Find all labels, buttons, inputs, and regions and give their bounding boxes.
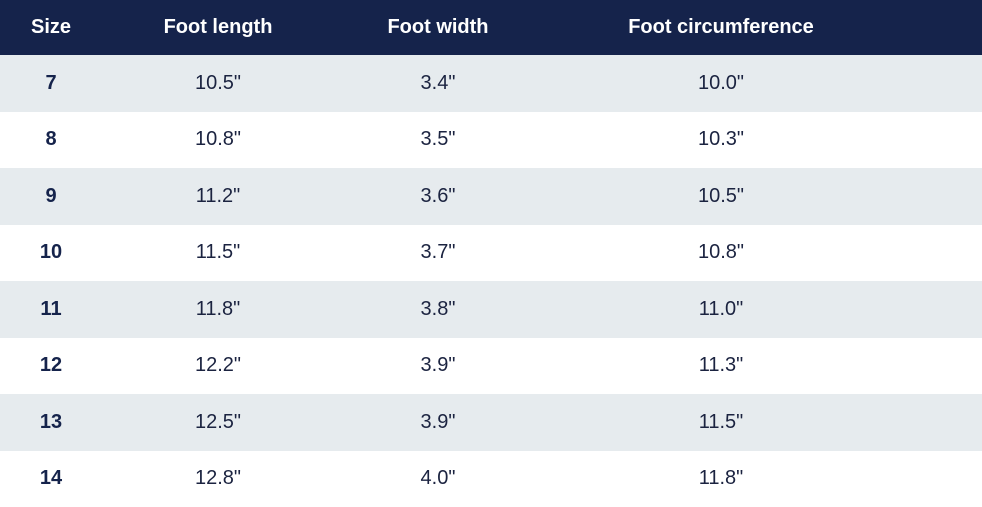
cell-size: 9 [45, 184, 57, 207]
cell-foot-circumference: 11.0" [698, 297, 744, 320]
header-foot-circumference: Foot circumference [628, 16, 814, 38]
table-row: 13 12.5" 3.9" 11.5" [0, 394, 982, 451]
cell-foot-length: 12.5" [194, 410, 242, 433]
table-row: 8 10.8" 3.5" 10.3" [0, 111, 982, 168]
table-row: 10 11.5" 3.7" 10.8" [0, 224, 982, 281]
header-size: Size [30, 16, 72, 38]
cell-foot-length: 11.5" [195, 241, 241, 264]
cell-foot-width: 4.0" [420, 467, 456, 490]
cell-size: 7 [45, 71, 57, 94]
cell-foot-length: 12.2" [194, 354, 242, 377]
cell-size: 11 [40, 297, 62, 320]
table-row: 11 11.8" 3.8" 11.0" [0, 281, 982, 338]
cell-size: 13 [39, 410, 63, 433]
header-foot-length: Foot length [163, 16, 273, 38]
cell-size: 8 [45, 128, 57, 151]
table-row: 7 10.5" 3.4" 10.0" [0, 55, 982, 112]
table-row: 12 12.2" 3.9" 11.3" [0, 337, 982, 394]
cell-foot-length: 11.2" [195, 184, 241, 207]
cell-foot-circumference: 10.8" [697, 241, 745, 264]
cell-foot-length: 10.5" [194, 71, 242, 94]
cell-foot-length: 10.8" [194, 128, 242, 151]
cell-foot-circumference: 10.5" [697, 184, 745, 207]
cell-foot-width: 3.6" [420, 184, 456, 207]
header-foot-width: Foot width [387, 16, 489, 38]
table-header-row: Size Foot length Foot width Foot circumf… [0, 0, 982, 55]
cell-size: 10 [39, 241, 63, 264]
cell-foot-circumference: 11.8" [698, 467, 744, 490]
cell-foot-length: 11.8" [195, 297, 241, 320]
cell-foot-width: 3.8" [420, 297, 456, 320]
cell-size: 14 [39, 467, 63, 490]
cell-foot-width: 3.4" [420, 71, 456, 94]
cell-foot-width: 3.9" [420, 354, 456, 377]
cell-foot-circumference: 10.3" [697, 128, 745, 151]
cell-foot-circumference: 11.5" [698, 410, 744, 433]
cell-foot-circumference: 10.0" [697, 71, 745, 94]
cell-foot-width: 3.7" [420, 241, 456, 264]
cell-foot-width: 3.5" [420, 128, 456, 151]
table-row: 9 11.2" 3.6" 10.5" [0, 168, 982, 225]
cell-foot-length: 12.8" [194, 467, 242, 490]
table-row: 14 12.8" 4.0" 11.8" [0, 450, 982, 507]
cell-foot-circumference: 11.3" [698, 354, 744, 377]
cell-size: 12 [39, 354, 63, 377]
cell-foot-width: 3.9" [420, 410, 456, 433]
